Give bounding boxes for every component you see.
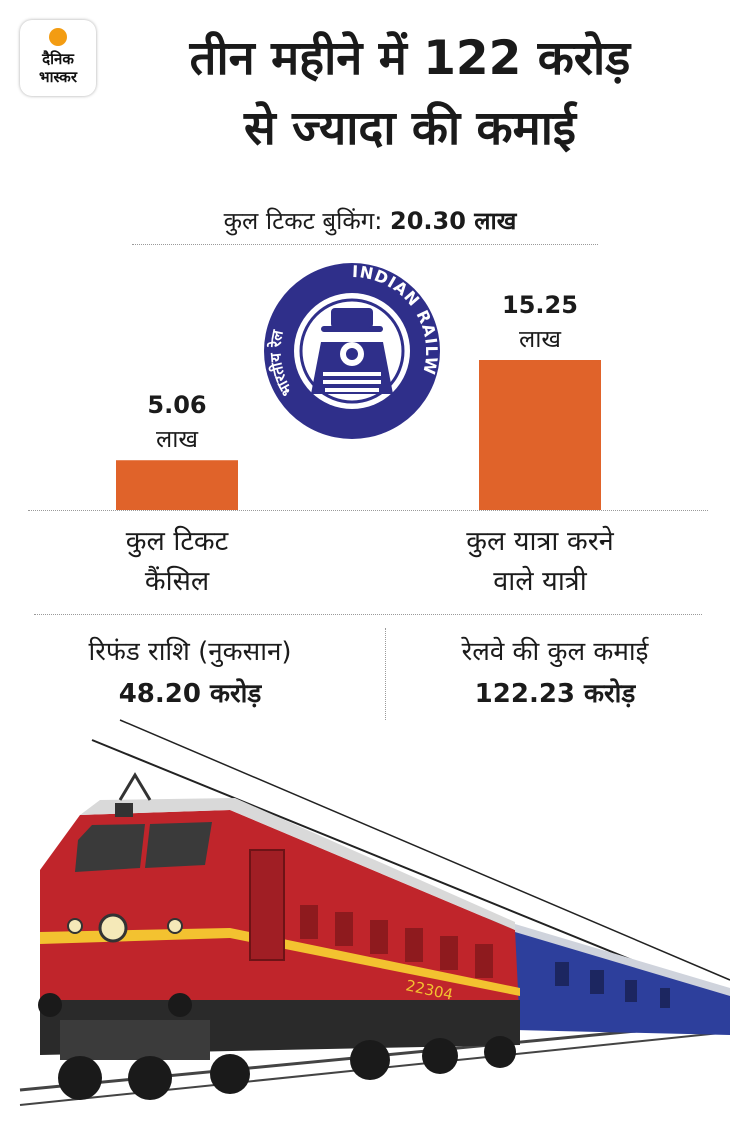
bar-value-number: 5.06 [147, 391, 207, 420]
dainik-bhaskar-logo: दैनिक भास्कर [20, 20, 96, 96]
bar-chart [116, 360, 601, 510]
category-label-passengers: कुल यात्रा करने वाले यात्री [400, 522, 680, 602]
divider-middle [34, 614, 702, 615]
bar-value-unit: लाख [155, 425, 199, 454]
bar-value-number: 15.25 [502, 291, 578, 319]
train-illustration: 22304 [19, 719, 730, 1106]
refund-value: 48.20 करोड़ [118, 679, 262, 709]
booking-label: कुल टिकट बुकिंग: [223, 207, 383, 235]
bar-value-label-passengers: 15.25 लाख [460, 288, 620, 356]
refund-label: रिफंड राशि (नुकसान) [88, 637, 292, 667]
bar-value-unit: लाख [518, 325, 562, 353]
bar-passengers [479, 360, 601, 510]
booking-value: 20.30 लाख [390, 207, 517, 235]
bar-value-label-cancelled: 5.06 लाख [97, 388, 257, 456]
earnings-label: रेलवे की कुल कमाई [461, 637, 649, 667]
category-line2: कैंसिल [144, 566, 210, 597]
indian-railways-logo: INDIAN RAILWAYS भारतीय रेल [263, 262, 440, 439]
coach [515, 930, 730, 1035]
earnings-value: 122.23 करोड़ [474, 679, 636, 709]
sun-icon [49, 28, 67, 46]
logo-line1: दैनिक [42, 50, 74, 68]
category-label-cancelled: कुल टिकट कैंसिल [57, 522, 297, 602]
stats-divider [385, 628, 386, 720]
chart-baseline [28, 510, 708, 511]
category-line1: कुल टिकट [125, 526, 229, 557]
logo-line2: भास्कर [39, 68, 77, 86]
page-title-line2: से ज्यादा की कमाई [243, 101, 577, 156]
page-title-line1: तीन महीने में 122 करोड़ [189, 31, 631, 86]
category-line1: कुल यात्रा करने [466, 526, 614, 557]
category-line2: वाले यात्री [493, 566, 587, 597]
bar-cancelled [116, 460, 238, 510]
booking-total: कुल टिकट बुकिंग: 20.30 लाख [140, 205, 600, 237]
divider-top [132, 244, 598, 245]
